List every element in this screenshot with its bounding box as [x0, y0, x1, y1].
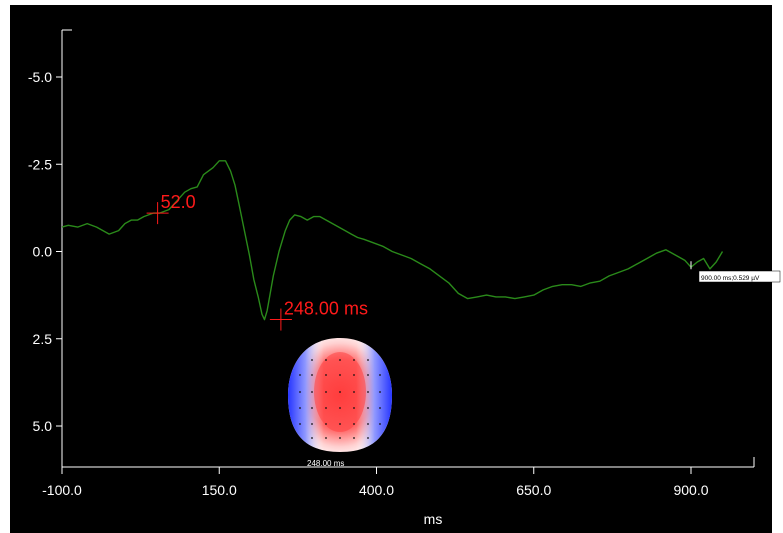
x-tick-label: 400.0 — [359, 482, 394, 498]
topomap-caption: 248.00 ms — [307, 459, 344, 468]
electrode-dot — [311, 359, 313, 361]
value-tooltip: 900.00 ms;0.529 µV — [698, 270, 781, 283]
y-tick-label: 5.0 — [33, 418, 53, 434]
electrode-dot — [353, 437, 355, 439]
topomap: 248.00 ms — [288, 338, 392, 468]
x-axis-label: ms — [424, 511, 443, 527]
marker-label: 52.0 — [161, 192, 196, 212]
y-tick-label: 0.0 — [33, 244, 53, 260]
y-tick-label: -5.0 — [28, 69, 52, 85]
y-ticks: -5.0 -2.5 0.0 2.5 5.0 — [28, 69, 62, 434]
electrode-dot — [379, 407, 381, 409]
electrode-dot — [299, 407, 301, 409]
axes — [61, 29, 755, 468]
electrode-dots — [299, 359, 381, 439]
electrode-dot — [325, 423, 327, 425]
electrode-dot — [339, 407, 341, 409]
electrode-dot — [353, 359, 355, 361]
marker-label: 248.00 ms — [284, 299, 368, 319]
electrode-dot — [367, 359, 369, 361]
x-tick-label: -100.0 — [42, 482, 82, 498]
electrode-dot — [311, 423, 313, 425]
y-tick-label: 2.5 — [33, 331, 53, 347]
electrode-dot — [339, 359, 341, 361]
electrode-dot — [353, 407, 355, 409]
electrode-dot — [367, 407, 369, 409]
electrode-dot — [367, 391, 369, 393]
plot-background — [10, 5, 772, 533]
electrode-dot — [367, 374, 369, 376]
electrode-dot — [311, 407, 313, 409]
electrode-dot — [325, 359, 327, 361]
electrode-dot — [339, 391, 341, 393]
electrode-dot — [325, 391, 327, 393]
electrode-dot — [311, 391, 313, 393]
electrode-dot — [379, 391, 381, 393]
electrode-dot — [325, 437, 327, 439]
electrode-dot — [339, 437, 341, 439]
erp-trace-line — [61, 160, 724, 321]
x-tick-label: 650.0 — [516, 482, 551, 498]
series-layer — [61, 160, 724, 321]
electrode-dot — [299, 374, 301, 376]
electrode-dot — [367, 423, 369, 425]
electrode-dot — [339, 423, 341, 425]
electrode-dot — [311, 437, 313, 439]
markers-layer: 52.0 248.00 ms — [146, 192, 368, 331]
electrode-dot — [325, 374, 327, 376]
electrode-dot — [299, 391, 301, 393]
x-ticks: -100.0 150.0 400.0 650.0 900.0 — [42, 467, 709, 498]
electrode-dot — [379, 374, 381, 376]
electrode-dot — [339, 374, 341, 376]
electrode-dot — [353, 391, 355, 393]
electrode-dot — [353, 374, 355, 376]
x-tick-label: 150.0 — [202, 482, 237, 498]
x-tick-label: 900.0 — [673, 482, 708, 498]
tooltip-text: 900.00 ms;0.529 µV — [701, 275, 760, 282]
electrode-dot — [311, 374, 313, 376]
electrode-dot — [299, 423, 301, 425]
electrode-dot — [353, 423, 355, 425]
electrode-dot — [379, 423, 381, 425]
y-tick-label: -2.5 — [28, 156, 52, 172]
electrode-dot — [325, 407, 327, 409]
electrode-dot — [367, 437, 369, 439]
